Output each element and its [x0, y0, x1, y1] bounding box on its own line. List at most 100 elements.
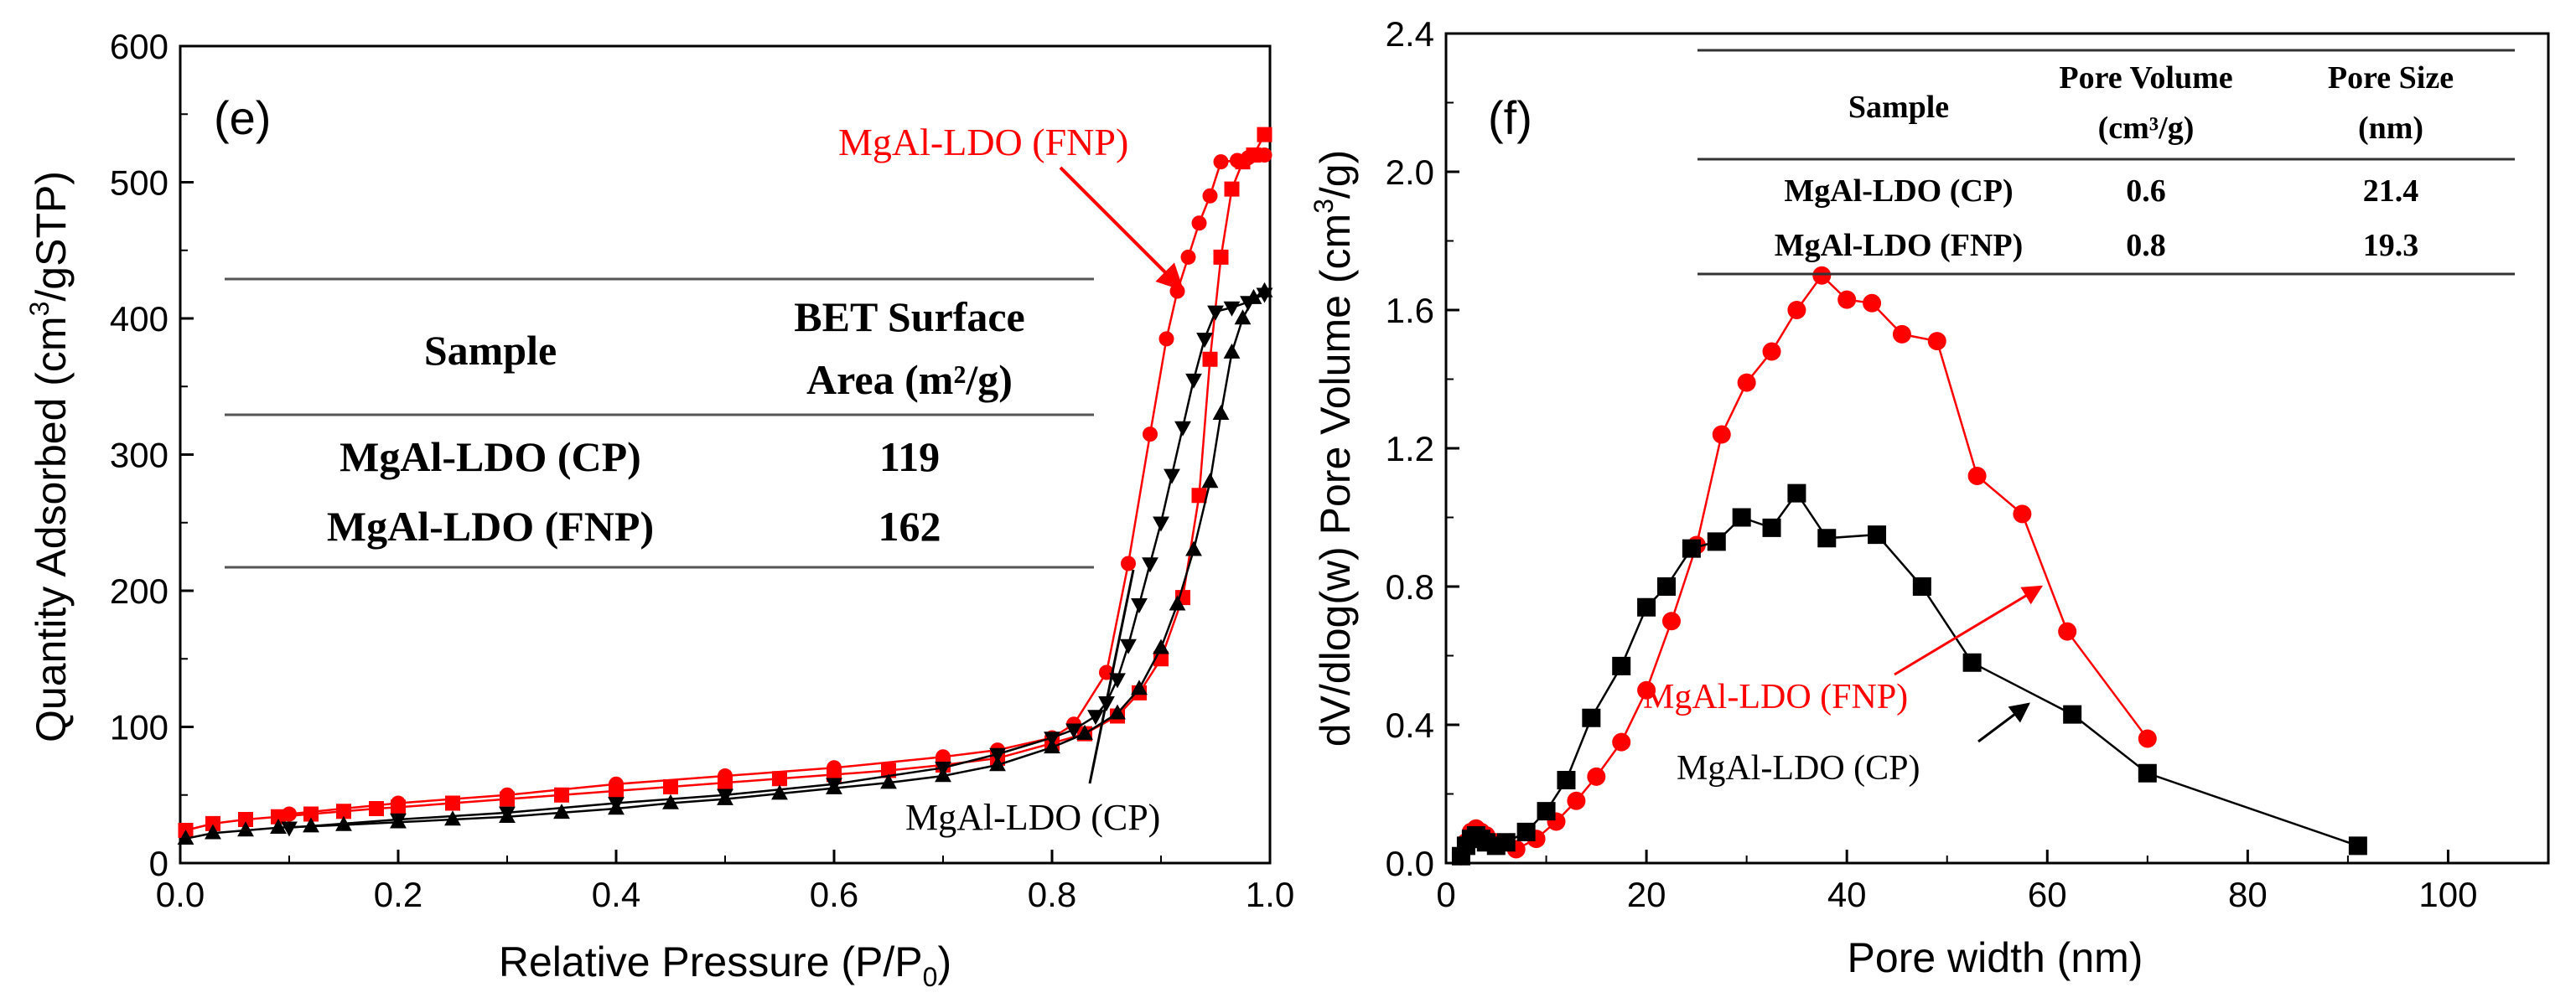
chart-e-ticks: 0.0 0.2 0.4 0.6 0.8 1.0 0 100 200 300 400 500 600	[110, 27, 1294, 914]
chart-e-bet-table: Sample BET Surface Area (m²/g) MgAl-LDO …	[225, 277, 1094, 569]
chart-e-data-point	[281, 821, 298, 837]
chart-f-pore-distribution: 0 20 40 60 80 100 0.0 0.4 0.8 1.2 1.6 2.0 2.4 (f) Po…	[1309, 14, 2550, 981]
chart-f-data-point	[1707, 532, 1726, 551]
chart-e-data-point	[935, 762, 951, 778]
chart-f-pore-table: Sample Pore Volume (cm³/g) Pore Size (nm…	[1697, 49, 2515, 276]
chart-e-data-point	[444, 810, 461, 826]
chart-e-data-point	[1185, 540, 1202, 556]
chart-e-data-point	[553, 804, 570, 819]
chart-e-table-row-2-value: 162	[879, 503, 941, 550]
chart-e-y-tick-label: 300	[110, 436, 168, 475]
chart-f-data-point	[1837, 290, 1857, 309]
chart-f-arrow-cp	[1977, 702, 2030, 743]
chart-e-data-point	[1065, 723, 1082, 739]
chart-e-table-header-sample: Sample	[424, 327, 557, 374]
chart-e-data-point	[1223, 343, 1241, 359]
chart-e-data-point	[1213, 249, 1229, 265]
chart-f-x-tick-label: 40	[1827, 875, 1867, 914]
chart-e-panel-label: (e)	[214, 91, 271, 144]
chart-e-data-point	[989, 756, 1006, 772]
chart-e-data-point	[205, 815, 220, 831]
chart-f-y-tick-label: 2.4	[1386, 14, 1434, 54]
chart-f-data-point	[1537, 802, 1556, 821]
chart-e-table-row-2-sample: MgAl-LDO (FNP)	[327, 503, 654, 550]
chart-e-data-point	[237, 821, 254, 837]
chart-f-table-row-1-sample: MgAl-LDO (CP)	[1784, 173, 2013, 209]
chart-f-table-header-size-2: (nm)	[2358, 111, 2423, 146]
chart-e-series-line-2	[185, 290, 1266, 840]
chart-e-data-point	[1257, 127, 1272, 142]
chart-f-data-point	[2138, 763, 2157, 783]
chart-e-data-point	[303, 806, 319, 822]
chart-f-data-point	[1612, 732, 1631, 752]
chart-e-series	[177, 127, 1273, 845]
chart-e-data-point	[608, 797, 625, 813]
chart-e-data-point	[1164, 468, 1180, 484]
chart-f-x-tick-label: 0	[1436, 875, 1455, 914]
chart-e-bet-isotherm: 0.0 0.2 0.4 0.6 0.8 1.0 0 100 200 300 400 500 600 (e…	[24, 27, 1294, 992]
chart-f-y-tick-label: 1.2	[1386, 429, 1434, 468]
chart-f-data-point	[1868, 525, 1887, 545]
chart-e-y-tick-label: 100	[110, 708, 168, 747]
chart-e-data-point	[1131, 680, 1148, 695]
chart-e-data-point	[1223, 301, 1241, 317]
chart-e-data-point	[1240, 296, 1257, 312]
chart-e-y-tick-label: 200	[110, 571, 168, 611]
chart-e-data-point	[1180, 249, 1196, 265]
chart-e-data-point	[881, 763, 896, 778]
chart-f-data-point	[1612, 656, 1631, 675]
chart-f-data-point	[1962, 653, 1982, 672]
chart-e-data-point	[880, 773, 897, 789]
chart-e-y-tick-label: 400	[110, 299, 168, 339]
chart-f-table-row-2-volume: 0.8	[2126, 228, 2166, 263]
chart-f-data-point	[1682, 539, 1701, 558]
chart-e-data-point	[303, 817, 319, 833]
chart-e-data-point	[827, 760, 842, 776]
chart-e-data-point	[1169, 595, 1186, 611]
chart-e-table-row-1-sample: MgAl-LDO (CP)	[339, 433, 641, 480]
chart-f-x-tick-label: 20	[1627, 875, 1666, 914]
chart-f-data-point	[1582, 708, 1601, 727]
chart-e-data-point	[1191, 488, 1207, 504]
chart-f-data-point	[1762, 342, 1781, 361]
chart-e-data-point	[1142, 557, 1158, 573]
chart-e-data-point	[717, 788, 733, 804]
chart-e-table-row-1-value: 119	[879, 433, 940, 480]
chart-e-data-point	[1099, 664, 1114, 680]
chart-e-data-point	[662, 794, 679, 809]
chart-f-x-tick-label: 60	[2028, 875, 2067, 914]
chart-f-data-point	[1661, 612, 1681, 631]
chart-f-data-point	[1812, 266, 1832, 285]
chart-e-data-point	[1207, 305, 1224, 321]
chart-e-data-point	[369, 801, 384, 816]
chart-f-y-tick-label: 2.0	[1386, 153, 1434, 192]
chart-f-data-point	[2348, 836, 2367, 856]
chart-e-x-tick-label: 0.6	[810, 875, 858, 914]
chart-f-annotation-cp: MgAl-LDO (CP)	[1677, 749, 1920, 788]
chart-e-x-tick-label: 0.0	[156, 875, 205, 914]
chart-e-data-point	[499, 806, 516, 822]
chart-f-arrow-fnp	[1894, 585, 2044, 676]
chart-f-data-point	[1927, 332, 1946, 351]
chart-f-table-row-2-sample: MgAl-LDO (FNP)	[1775, 228, 2024, 263]
chart-e-data-point	[391, 795, 406, 811]
chart-e-data-point	[1044, 732, 1060, 747]
chart-e-annotation-fnp: MgAl-LDO (FNP)	[838, 121, 1128, 163]
chart-f-data-point	[2138, 729, 2157, 748]
chart-e-data-point	[1158, 331, 1174, 347]
chart-e-data-point	[1224, 181, 1240, 197]
chart-e-data-point	[936, 749, 951, 765]
chart-e-x-tick-label: 0.2	[374, 875, 422, 914]
chart-e-data-point	[1230, 153, 1245, 168]
chart-e-data-point	[238, 812, 253, 827]
chart-e-data-point	[390, 813, 407, 829]
chart-e-data-point	[554, 787, 569, 803]
chart-e-data-point	[1234, 309, 1252, 325]
chart-f-data-point	[2058, 622, 2077, 641]
chart-e-data-point	[1212, 404, 1230, 420]
chart-e-x-tick-label: 0.8	[1028, 875, 1076, 914]
chart-f-table-row-1-size: 21.4	[2363, 173, 2419, 209]
chart-f-table-header-size-1: Pore Size	[2328, 60, 2454, 96]
chart-e-data-point	[609, 776, 624, 792]
chart-e-data-point	[1153, 639, 1169, 654]
